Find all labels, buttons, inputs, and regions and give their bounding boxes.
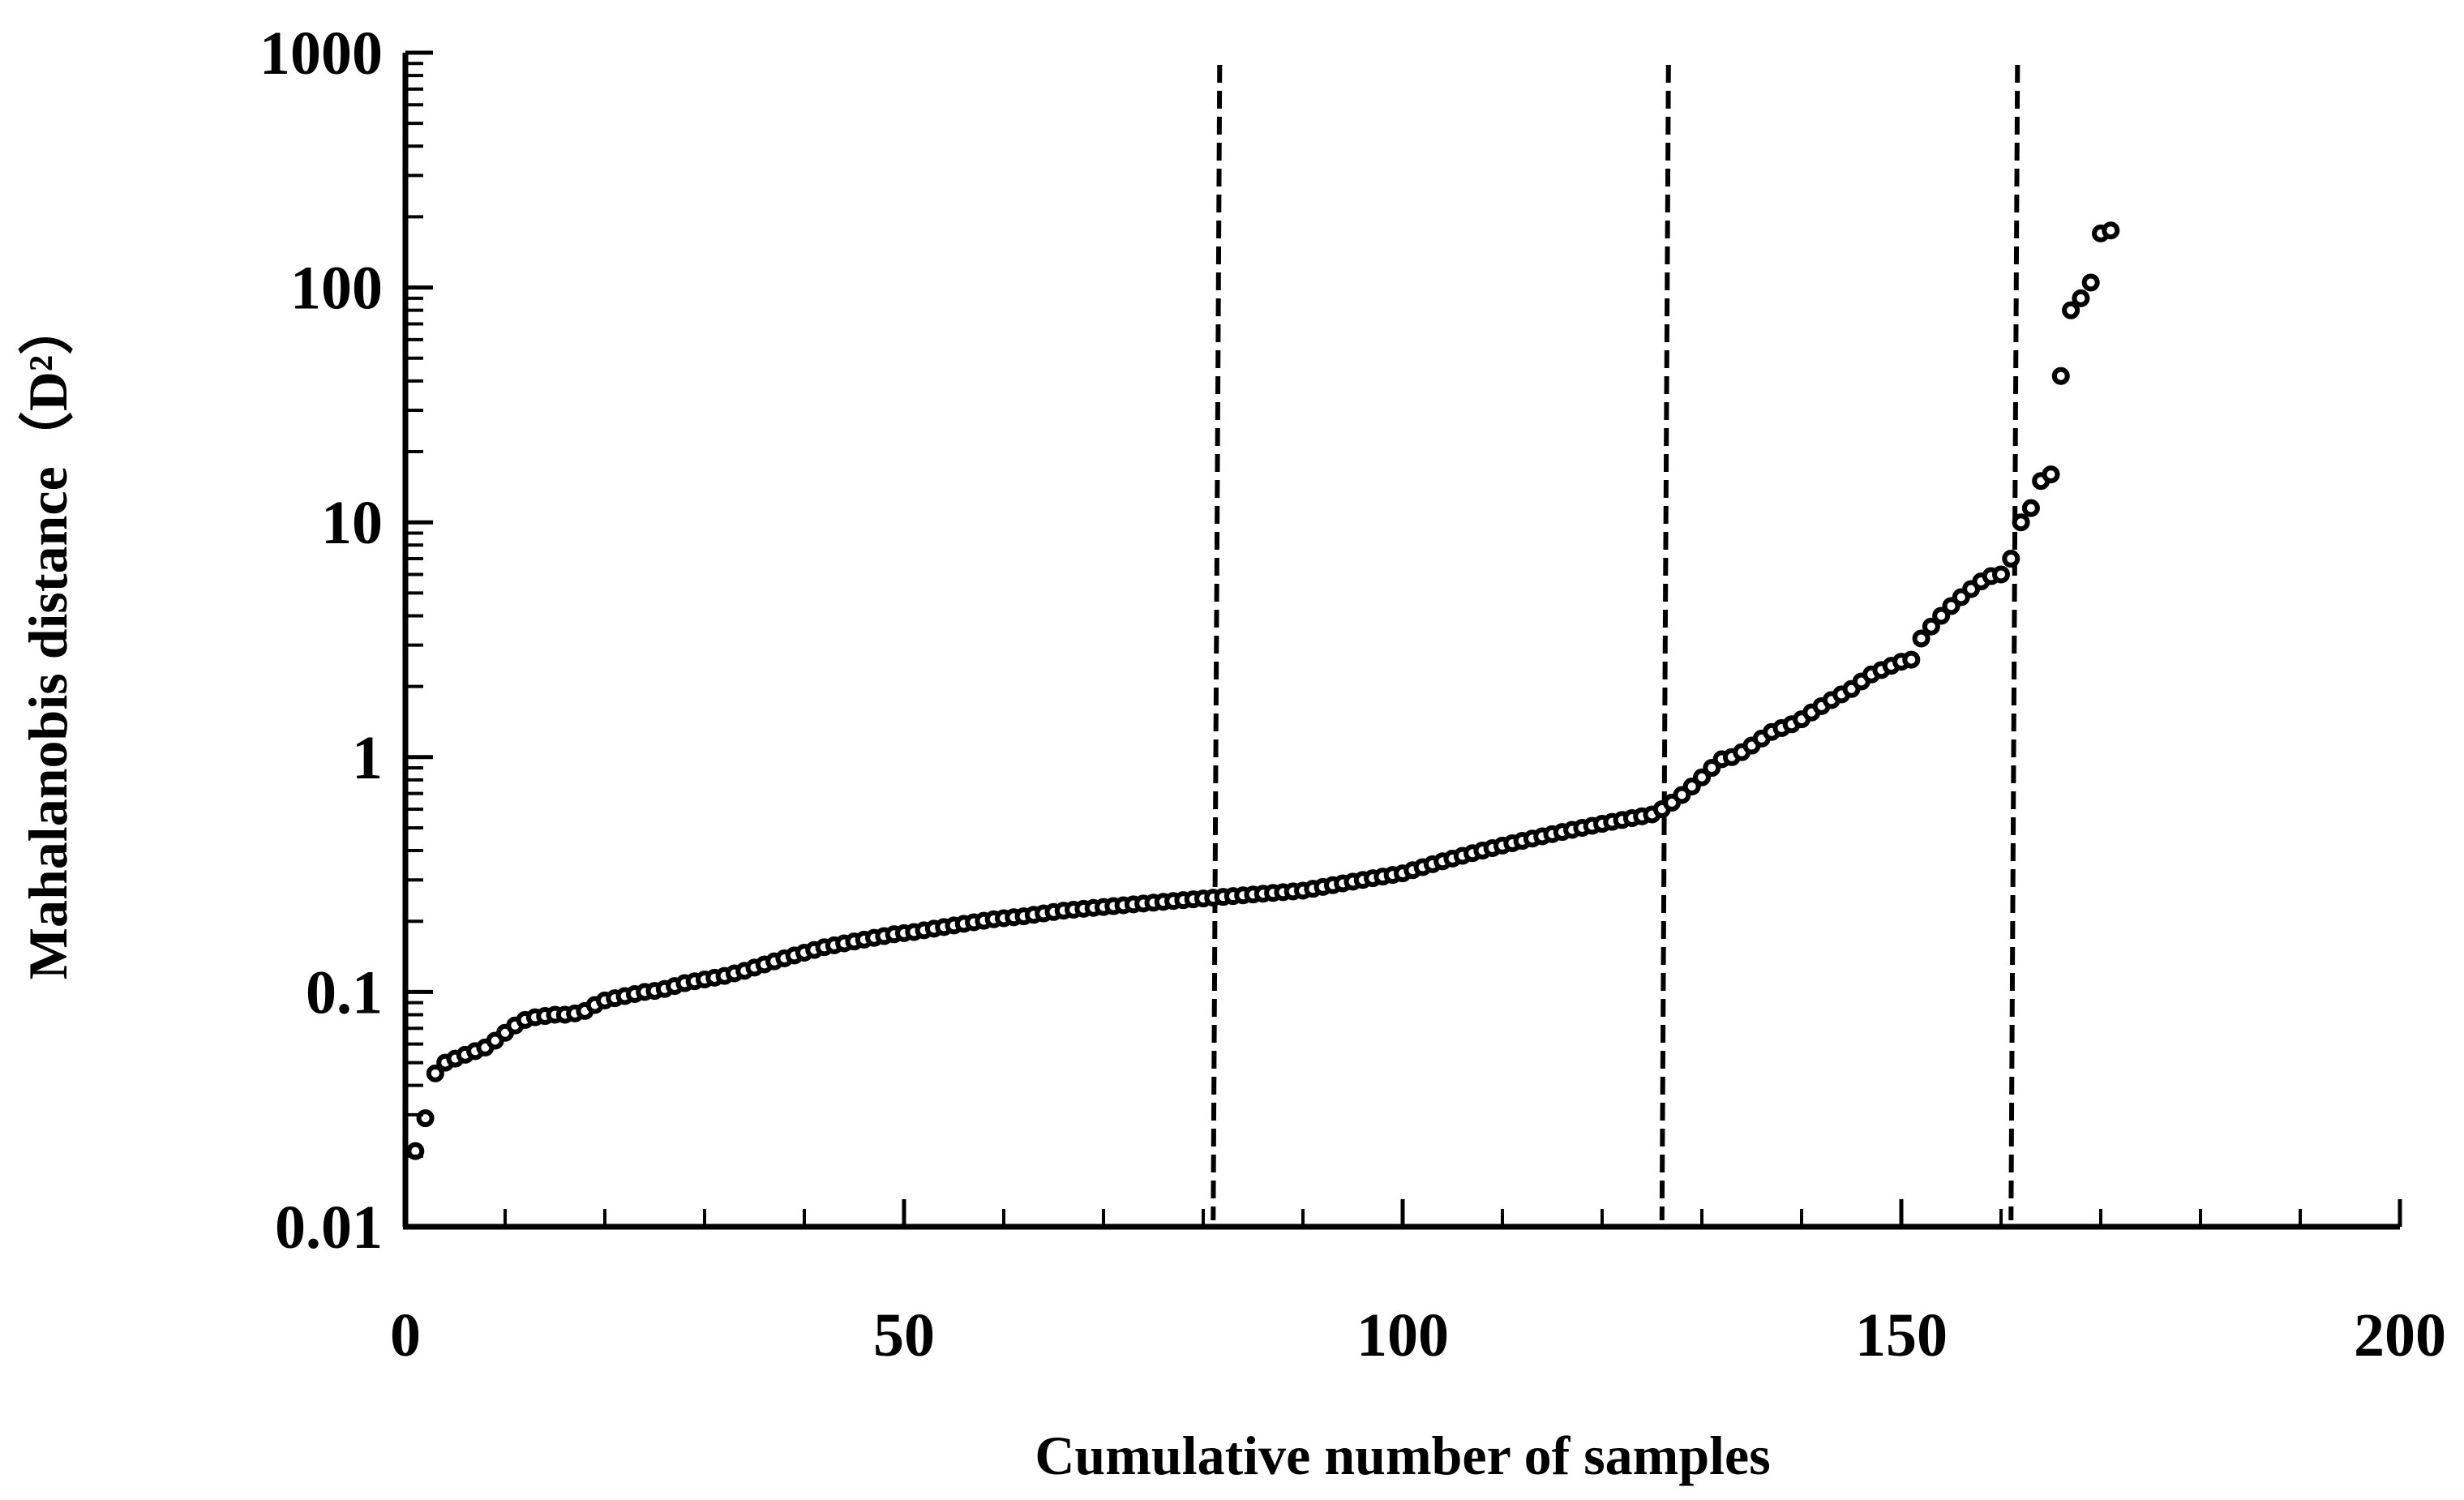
data-point [2042, 465, 2060, 484]
x-tick-label: 0 [390, 1301, 421, 1369]
data-point [2021, 499, 2040, 517]
data-point [2081, 273, 2100, 292]
data-point [2002, 550, 2020, 568]
data-point [426, 1064, 444, 1082]
y-tick-label: 10 [321, 489, 383, 557]
y-tick-label: 1000 [259, 19, 383, 88]
data-point [2051, 366, 2070, 385]
data-points [406, 221, 2120, 1160]
reference-lines [1211, 64, 2020, 1221]
x-axis-ticks: 0 50 100 150 200 [390, 1199, 2446, 1369]
data-point [1682, 777, 1701, 795]
data-point [1992, 565, 2010, 584]
data-point [1912, 629, 1930, 648]
y-tick-label: 1 [352, 724, 383, 792]
y-tick-label: 0.1 [306, 958, 383, 1026]
dashed-reference-line [2008, 64, 2020, 1221]
y-tick-label: 0.01 [275, 1194, 383, 1262]
data-point [1922, 617, 1940, 636]
x-axis-title: Cumulative number of samples [1035, 1425, 1770, 1486]
data-point [2062, 301, 2080, 319]
x-tick-label: 150 [1855, 1301, 1948, 1369]
data-point [1932, 606, 1951, 625]
data-point [2072, 289, 2090, 307]
data-point [1902, 650, 1921, 669]
axes: 0.01 0.1 1 10 100 1000 0 50 100 150 200 [259, 19, 2446, 1369]
y-axis-title: Mahalanobis distance（D²） [17, 300, 79, 979]
data-point [2012, 513, 2030, 532]
data-point [2102, 221, 2120, 240]
data-point [1693, 768, 1711, 786]
dashed-reference-line [1659, 64, 1671, 1221]
y-axis-ticks: 0.01 0.1 1 10 100 1000 [259, 19, 433, 1262]
dashed-reference-line [1211, 64, 1223, 1221]
y-tick-label: 100 [290, 255, 383, 323]
x-tick-label: 50 [873, 1301, 935, 1369]
x-tick-label: 200 [2354, 1301, 2446, 1369]
x-tick-label: 100 [1356, 1301, 1449, 1369]
